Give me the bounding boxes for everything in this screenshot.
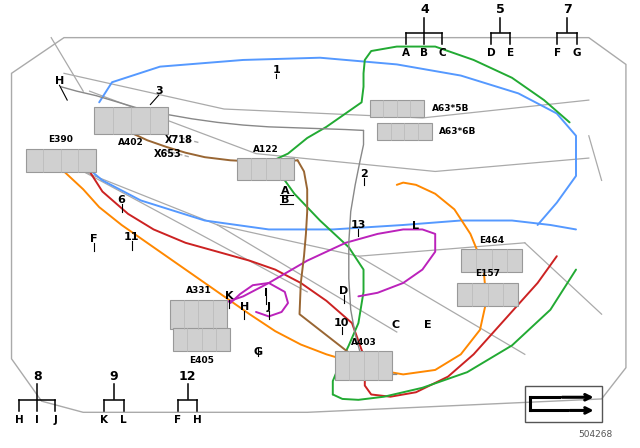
Text: 10: 10 (334, 318, 349, 327)
Text: 504268: 504268 (578, 430, 612, 439)
Text: K: K (225, 291, 234, 302)
Text: I: I (35, 414, 39, 425)
Text: I: I (264, 288, 268, 298)
FancyBboxPatch shape (378, 123, 432, 140)
FancyBboxPatch shape (26, 149, 96, 172)
Text: B: B (420, 48, 428, 58)
Text: A63*5B: A63*5B (432, 103, 469, 112)
Text: J: J (267, 302, 271, 313)
Text: D: D (486, 48, 495, 58)
Text: G: G (572, 48, 581, 58)
Text: A122: A122 (253, 145, 278, 154)
FancyBboxPatch shape (237, 158, 294, 181)
Text: H: H (240, 302, 249, 313)
Text: H: H (193, 414, 202, 425)
FancyBboxPatch shape (173, 328, 230, 351)
Text: 4: 4 (420, 3, 429, 16)
Text: 1: 1 (273, 65, 280, 75)
Text: E: E (506, 48, 514, 58)
Text: D: D (339, 286, 348, 296)
Text: L: L (412, 221, 419, 231)
Text: X653: X653 (154, 149, 182, 159)
FancyBboxPatch shape (461, 249, 522, 272)
Text: H: H (15, 414, 24, 425)
Text: A: A (281, 185, 290, 196)
Text: 7: 7 (563, 3, 572, 16)
Text: E405: E405 (189, 356, 214, 365)
Text: A331: A331 (186, 286, 211, 295)
Text: E157: E157 (475, 269, 500, 278)
Text: 6: 6 (118, 195, 125, 206)
Text: 8: 8 (33, 370, 42, 383)
FancyBboxPatch shape (370, 99, 424, 116)
Text: G: G (253, 347, 262, 357)
Text: 5: 5 (496, 3, 505, 16)
Text: F: F (554, 48, 561, 58)
Text: E464: E464 (479, 236, 504, 245)
FancyBboxPatch shape (95, 107, 168, 134)
Text: J: J (53, 414, 57, 425)
Text: 2: 2 (360, 169, 368, 179)
Text: A403: A403 (351, 337, 376, 346)
FancyBboxPatch shape (458, 283, 518, 306)
Text: C: C (392, 320, 399, 330)
Text: 13: 13 (351, 220, 366, 230)
Text: X718: X718 (165, 135, 193, 145)
Text: C: C (438, 48, 446, 58)
Text: E: E (424, 320, 431, 330)
Text: F: F (90, 234, 98, 244)
Text: E390: E390 (49, 135, 73, 144)
Bar (525, 386, 602, 422)
Text: H: H (55, 76, 64, 86)
Text: 12: 12 (179, 370, 196, 383)
Text: F: F (174, 414, 182, 425)
FancyBboxPatch shape (170, 300, 227, 329)
Text: K: K (100, 414, 108, 425)
Text: 3: 3 (155, 86, 163, 96)
Text: 11: 11 (124, 233, 140, 242)
Text: L: L (120, 414, 127, 425)
Text: A402: A402 (118, 138, 144, 147)
Text: A: A (403, 48, 410, 58)
FancyBboxPatch shape (335, 351, 392, 380)
Text: A63*6B: A63*6B (440, 127, 477, 136)
Text: B: B (281, 195, 290, 205)
Text: 9: 9 (109, 370, 118, 383)
